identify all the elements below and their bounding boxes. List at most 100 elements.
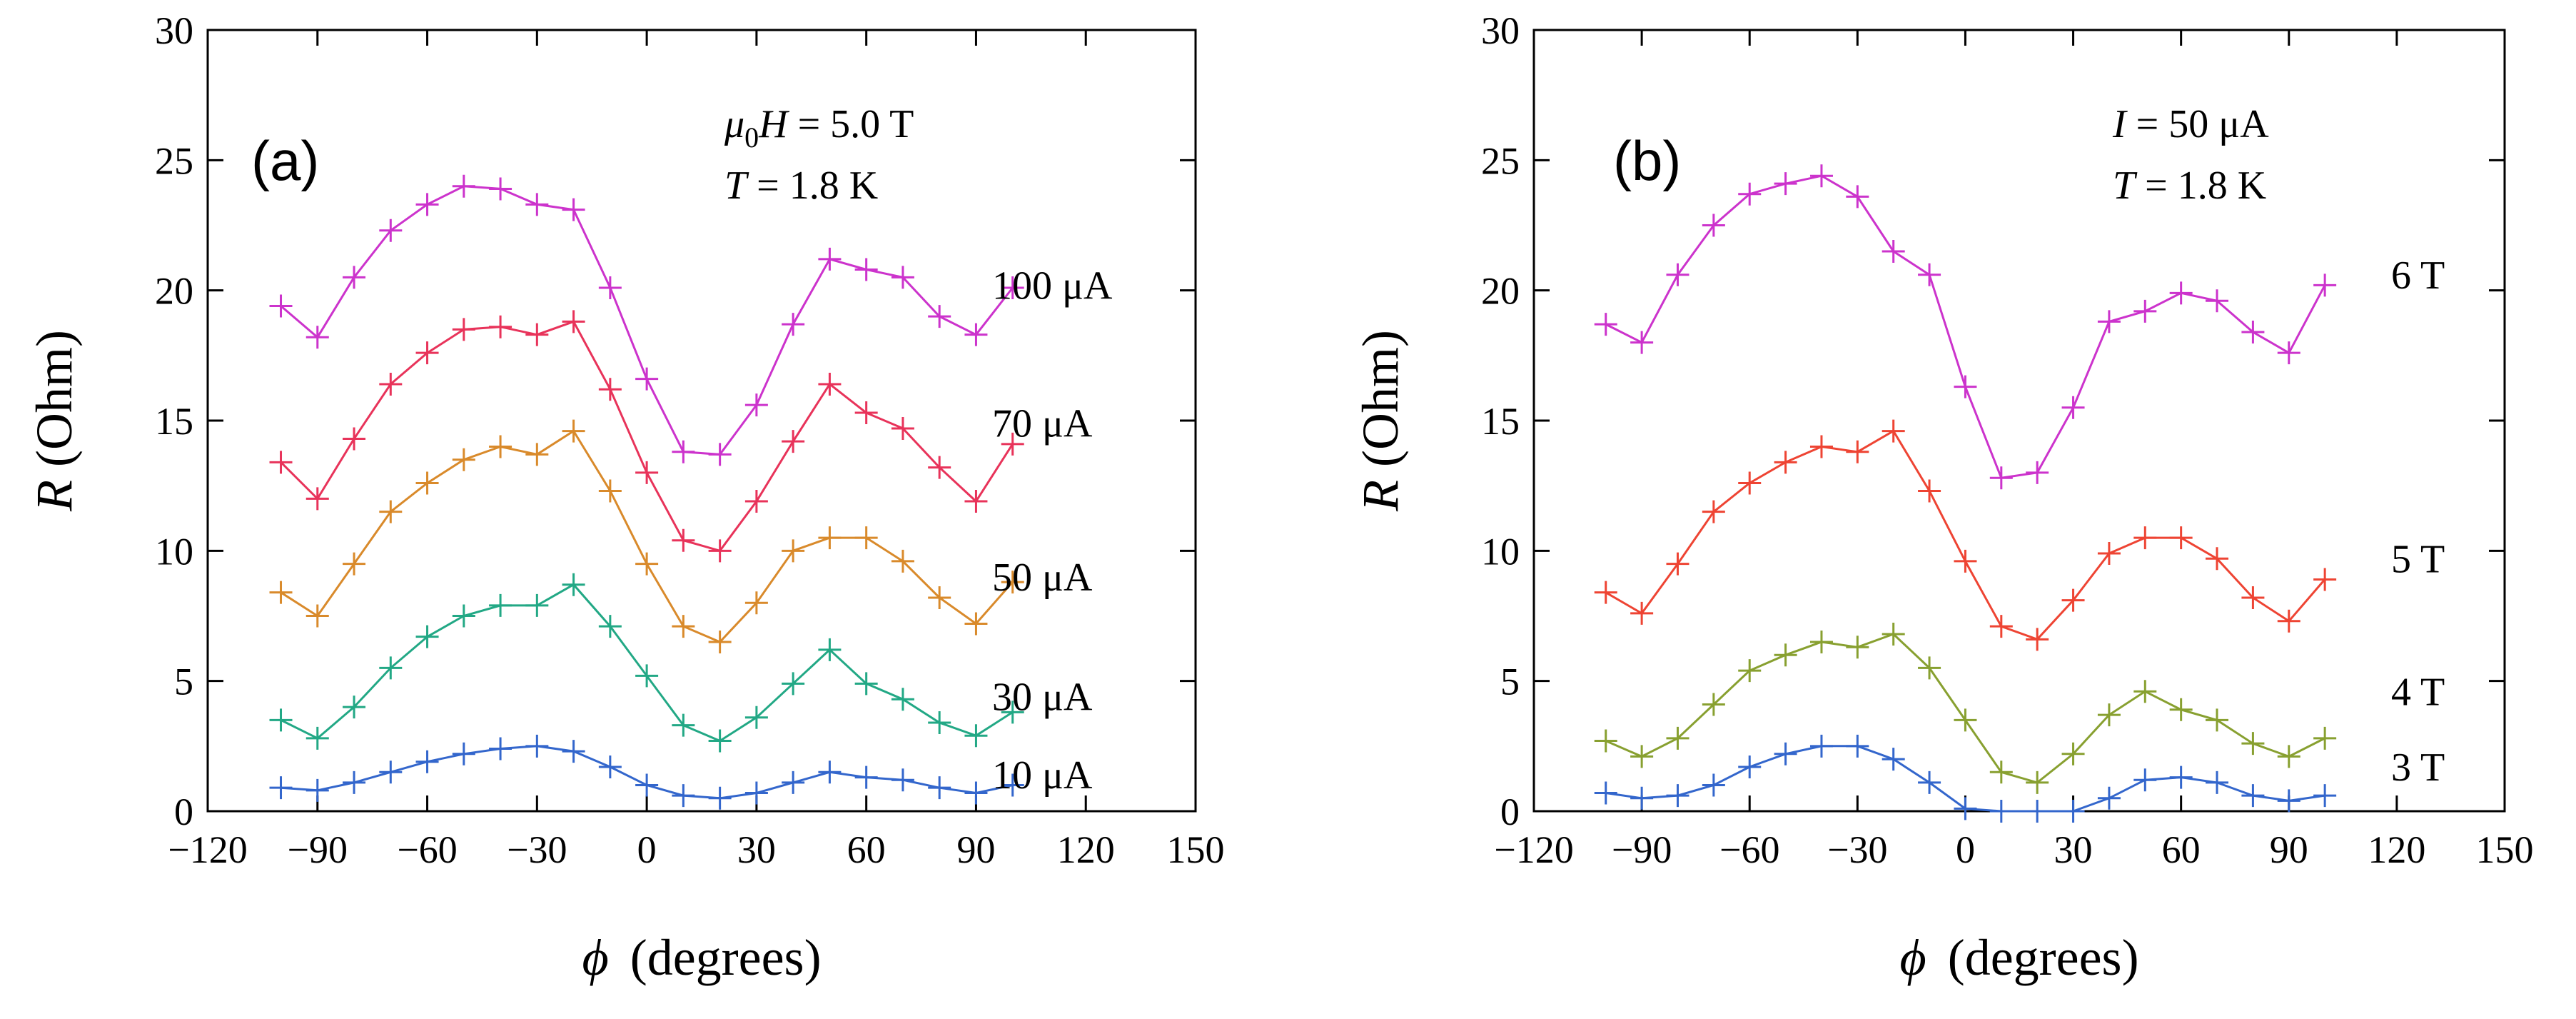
data-point	[2097, 541, 2121, 565]
data-point	[379, 372, 403, 396]
data-point	[708, 729, 732, 753]
data-point	[2169, 698, 2193, 721]
y-axis-unit: (Ohm)	[1352, 330, 1409, 467]
data-point	[1001, 701, 1024, 724]
data-point	[2026, 461, 2049, 484]
data-point	[1594, 781, 1617, 805]
data-point	[818, 247, 842, 271]
x-axis-title: ϕ (degrees)	[1899, 929, 2138, 986]
data-point	[1846, 185, 1869, 209]
data-point	[2026, 628, 2049, 651]
x-tick-label: −90	[1612, 828, 1672, 871]
data-point	[2206, 770, 2229, 794]
data-point	[635, 664, 659, 688]
data-point	[928, 305, 951, 328]
series-label: 10 μA	[992, 753, 1093, 798]
data-point	[854, 258, 878, 281]
data-point	[854, 401, 878, 425]
data-point	[415, 750, 439, 773]
data-point	[672, 713, 695, 737]
field-condition: μ0H = 5.0 T	[724, 102, 914, 154]
data-point	[744, 393, 768, 417]
data-point	[1809, 435, 1833, 458]
data-point	[891, 266, 914, 289]
data-point	[2061, 588, 2085, 612]
data-point	[598, 756, 622, 779]
data-point	[1594, 313, 1617, 336]
data-point	[525, 734, 549, 758]
data-point	[525, 593, 549, 617]
data-point	[415, 625, 439, 648]
data-point	[854, 672, 878, 696]
x-tick-label: −30	[507, 828, 567, 871]
data-point	[269, 451, 293, 474]
series-label: 70 μA	[992, 402, 1093, 446]
data-point	[305, 326, 329, 349]
data-point	[598, 615, 622, 638]
data-point	[891, 768, 914, 792]
data-point	[1989, 800, 2013, 823]
data-point	[854, 526, 878, 550]
data-point	[2061, 742, 2085, 765]
series-labels: 6 T 5 T 4 T 3 T	[2391, 254, 2445, 790]
series-4-T	[1594, 623, 2337, 794]
data-point	[598, 378, 622, 401]
data-point	[2241, 784, 2265, 808]
y-tick-label: 0	[1500, 790, 1520, 833]
data-point	[2277, 789, 2300, 813]
data-point	[2277, 745, 2300, 768]
field-var: H	[758, 102, 789, 146]
data-point	[1882, 623, 1905, 646]
series-label: 30 μA	[992, 676, 1093, 720]
data-point	[854, 765, 878, 789]
x-tick-label: −30	[1827, 828, 1887, 871]
data-point	[1702, 693, 1725, 716]
data-point	[818, 372, 842, 396]
data-point	[2169, 765, 2193, 789]
data-point	[928, 711, 951, 735]
x-axis-unit: (degrees)	[1948, 929, 2139, 986]
y-tick-label: 10	[1481, 530, 1520, 573]
data-point	[2241, 586, 2265, 609]
data-point	[1882, 748, 1905, 771]
data-point	[1630, 331, 1654, 354]
y-tick-label: 20	[155, 270, 193, 313]
x-tick-label: 30	[737, 828, 776, 871]
data-point	[305, 778, 329, 802]
x-tick-label: 30	[2054, 828, 2093, 871]
data-point	[452, 742, 475, 765]
panel-label: (a)	[251, 129, 319, 192]
temp-value: = 1.8 K	[747, 164, 878, 208]
temperature-condition: T = 1.8 K	[2113, 164, 2266, 208]
data-point	[452, 448, 475, 471]
data-point	[1989, 761, 2013, 784]
y-tick-label: 25	[1481, 139, 1520, 182]
field-value: = 5.0 T	[788, 102, 914, 146]
data-point	[1918, 656, 1941, 680]
data-point	[708, 630, 732, 653]
y-axis-symbol: R	[1352, 480, 1409, 512]
current-condition: I = 50 μA	[2112, 102, 2269, 146]
x-tick-label: −60	[397, 828, 457, 871]
series-5-T	[1594, 419, 2337, 651]
temp-var: T	[2113, 164, 2138, 208]
series-label: 100 μA	[992, 263, 1113, 308]
data-point	[2206, 708, 2229, 732]
data-point	[1918, 479, 1941, 503]
data-point	[891, 549, 914, 573]
temperature-condition: T = 1.8 K	[724, 164, 878, 208]
series-label: 4 T	[2391, 670, 2445, 714]
data-point	[1666, 263, 1689, 286]
data-point	[1001, 276, 1024, 300]
data-point	[1882, 419, 1905, 443]
data-point	[818, 526, 842, 550]
data-point	[305, 487, 329, 511]
series-label: 5 T	[2391, 537, 2445, 581]
y-tick-label: 5	[1500, 661, 1520, 703]
data-point	[1666, 726, 1689, 750]
data-point	[782, 430, 805, 453]
data-point	[672, 784, 695, 808]
data-point	[1738, 471, 1762, 495]
data-point	[489, 177, 512, 201]
data-point	[1954, 375, 1977, 398]
